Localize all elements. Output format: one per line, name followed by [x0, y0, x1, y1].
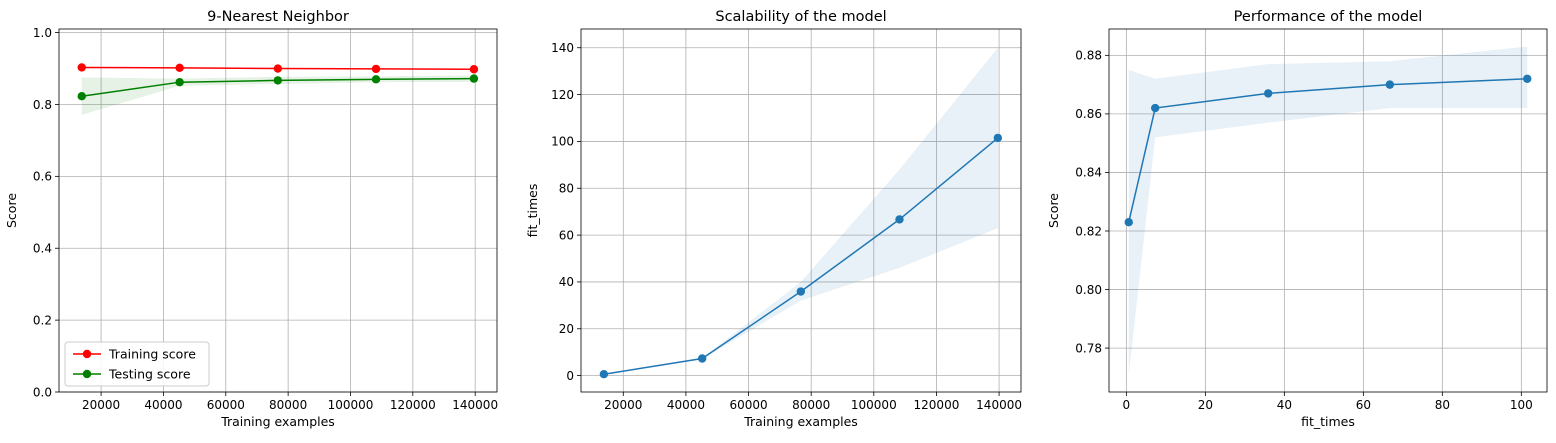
chart-title: Scalability of the model [715, 9, 886, 25]
y-tick-label: 20 [559, 322, 574, 336]
series-point [1385, 80, 1395, 89]
testing-score-point [175, 77, 184, 87]
series-point [1151, 103, 1160, 113]
training-score-point [175, 63, 184, 73]
series-point [599, 370, 609, 379]
knn-grid [59, 29, 497, 393]
y-tick-label: 40 [559, 275, 574, 289]
y-axis-label: fit_times [525, 184, 540, 238]
y-tick-label: 0.8 [33, 98, 52, 112]
y-tick-label: 0.80 [1075, 283, 1102, 297]
x-tick-label: 100 [1510, 398, 1533, 412]
panel-scalability: 20000 40000 60000 80000 100000 120000 140000 0 2… [525, 9, 1022, 429]
testing-score-point [273, 76, 283, 85]
x-tick-label: 100000 [328, 398, 374, 412]
series-point [796, 287, 806, 296]
y-tick-label: 0.2 [33, 313, 52, 327]
x-tick-label: 80 [1435, 398, 1450, 412]
series-point [1263, 89, 1273, 98]
y-tick-label: 0.4 [33, 242, 52, 256]
series-point [993, 133, 1003, 143]
testing-score-point [77, 92, 86, 101]
series-point [1523, 74, 1532, 83]
series-band [1128, 46, 1528, 375]
y-tick-label: 0.86 [1075, 107, 1102, 121]
x-tick-label: 40 [1277, 398, 1292, 412]
x-tick-label: 140000 [976, 398, 1022, 412]
x-tick-label: 60000 [207, 398, 245, 412]
x-tick-label: 40000 [144, 398, 182, 412]
scalability-plot-frame [580, 28, 1022, 393]
knn-plot-frame [58, 28, 498, 393]
training-score-point [77, 63, 86, 72]
x-axis-label: Training examples [220, 414, 335, 429]
y-tick-label: 0.0 [33, 385, 52, 399]
x-axis-label: fit_times [1301, 414, 1355, 429]
x-tick-label: 80000 [792, 398, 830, 412]
x-axis-label: Training examples [743, 414, 858, 429]
y-axis-label: Score [1046, 193, 1061, 228]
series-point [895, 215, 904, 224]
y-tick-label: 0.82 [1075, 224, 1102, 238]
y-axis-label: Score [4, 193, 19, 228]
x-tick-label: 120000 [914, 398, 960, 412]
series-point [697, 354, 707, 363]
panel-knn-learning-curve: 20000 40000 60000 80000 100000 120000 140000 0.… [4, 9, 498, 429]
y-tick-label: 0.6 [33, 170, 52, 184]
x-tick-label: 0 [1123, 398, 1131, 412]
y-tick-label: 0 [566, 369, 574, 383]
x-tick-label: 140000 [452, 398, 498, 412]
y-tick-label: 80 [559, 182, 574, 196]
y-tick-label: 0.84 [1075, 166, 1102, 180]
legend-label: Testing score [108, 367, 191, 382]
y-tick-label: 100 [551, 135, 574, 149]
chart-title: 9-Nearest Neighbor [207, 9, 349, 25]
training-score-point [469, 65, 479, 74]
x-tick-label: 40000 [667, 398, 705, 412]
x-tick-label: 20 [1198, 398, 1213, 412]
testing-score-point [371, 75, 381, 84]
x-tick-label: 100000 [851, 398, 897, 412]
y-tick-label: 140 [551, 41, 574, 55]
x-tick-label: 60000 [729, 398, 767, 412]
legend-swatch-marker [82, 349, 92, 359]
performance-plot-frame [1108, 28, 1548, 393]
x-tick-label: 80000 [269, 398, 307, 412]
y-tick-label: 0.78 [1075, 341, 1102, 355]
y-tick-label: 1.0 [33, 26, 52, 40]
series-point [1124, 218, 1133, 227]
y-tick-label: 60 [559, 228, 574, 242]
legend: Training score Testing score [64, 341, 210, 387]
y-tick-label: 0.88 [1075, 49, 1102, 63]
legend-label: Training score [108, 347, 196, 362]
training-score-point [273, 64, 283, 73]
x-tick-label: 20000 [604, 398, 642, 412]
chart-title: Performance of the model [1234, 9, 1423, 25]
panel-performance: 0 20 40 60 80 100 0.78 0.80 0.82 0.84 0.86 0.88 Perf… [1046, 9, 1548, 429]
training-score-point [371, 64, 381, 74]
testing-score-point [469, 74, 479, 83]
series-band [603, 47, 998, 375]
x-tick-label: 20000 [82, 398, 120, 412]
x-tick-label: 120000 [390, 398, 436, 412]
performance-grid [1109, 29, 1547, 392]
x-tick-label: 60 [1356, 398, 1371, 412]
legend-swatch-marker [82, 369, 92, 379]
scalability-grid [581, 29, 1021, 392]
y-tick-label: 120 [551, 88, 574, 102]
legend-box [64, 341, 210, 387]
